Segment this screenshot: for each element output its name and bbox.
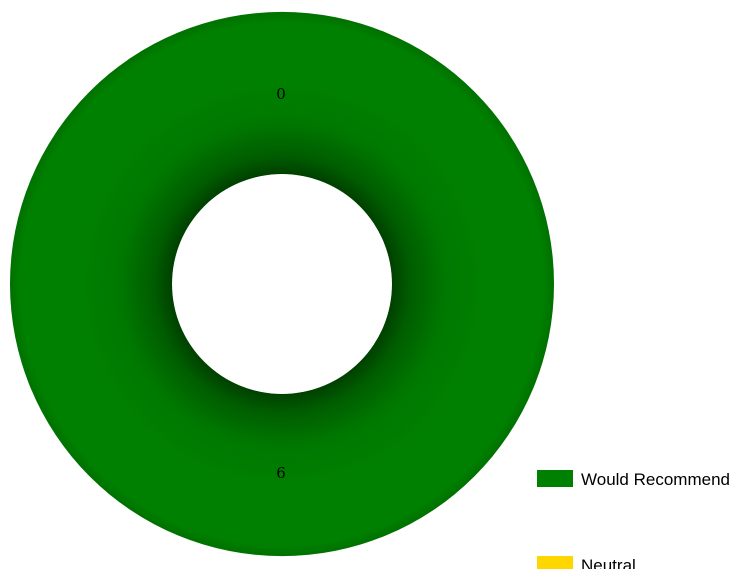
legend-label: Neutral [581, 556, 636, 569]
data-labels-layer: 60 [276, 85, 286, 482]
legend-item-neutral[interactable]: Neutral [537, 556, 636, 569]
legend-swatch [537, 470, 573, 487]
data-label-would-recommend: 6 [276, 464, 286, 482]
legend-label: Would Recommend [581, 470, 730, 489]
legend-swatch [537, 556, 573, 569]
legend-item-would-recommend[interactable]: Would Recommend [537, 470, 730, 489]
data-label-neutral: 0 [276, 85, 286, 103]
legend: Would Recommend Neutral [537, 470, 730, 569]
